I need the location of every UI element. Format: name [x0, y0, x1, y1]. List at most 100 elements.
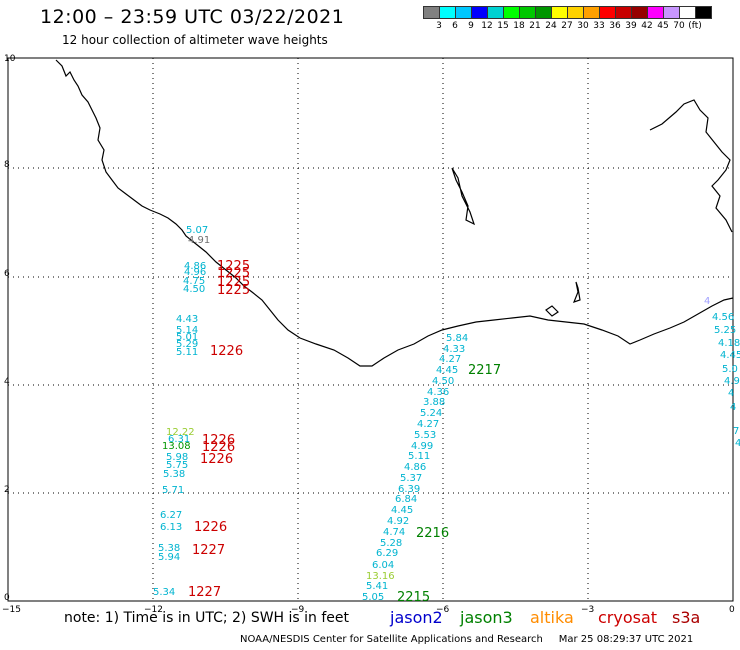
- wave-height-value: 5.37: [400, 473, 422, 484]
- wave-height-value: 4.33: [443, 344, 465, 355]
- x-tick-label: −15: [2, 605, 21, 615]
- wave-height-value: 4.74: [383, 527, 405, 538]
- x-tick-label: −6: [436, 605, 450, 615]
- wave-height-value: 4.50: [432, 376, 454, 387]
- wave-height-value: 6.29: [376, 548, 398, 559]
- wave-height-value: 5.05: [362, 592, 384, 603]
- map-grid: [8, 58, 733, 601]
- y-tick-label: 4: [4, 377, 10, 387]
- wave-height-value: 4.91: [188, 235, 210, 246]
- pass-time-label: 1227: [188, 585, 221, 600]
- wave-height-value: 4.27: [417, 419, 439, 430]
- wave-height-value: 4.45: [391, 505, 413, 516]
- small-island: [545, 305, 559, 317]
- wave-height-value: 4.45: [436, 365, 458, 376]
- color-scale-tick-label: 21: [529, 21, 541, 31]
- wave-height-value: 5.25: [714, 325, 736, 336]
- color-scale-tick-label: 39: [625, 21, 637, 31]
- color-swatch: [695, 6, 712, 19]
- wave-height-value: 5.71: [162, 485, 184, 496]
- wave-height-value: 4: [730, 402, 736, 413]
- footer-credit: NOAA/NESDIS Center for Satellite Applica…: [240, 634, 693, 645]
- wave-height-value: 4.99: [411, 441, 433, 452]
- mission-label-jason2: jason2: [390, 608, 443, 627]
- pass-time-label: 1226: [200, 452, 233, 467]
- wave-height-value: 4.43: [176, 314, 198, 325]
- wave-height-value: 6.39: [398, 484, 420, 495]
- wave-height-value: 4.92: [387, 516, 409, 527]
- mission-label-cryosat: cryosat: [598, 608, 658, 627]
- wave-height-value: 5.94: [158, 552, 180, 563]
- color-scale-tick-label: (ft): [688, 21, 702, 31]
- color-scale-tick-label: 3: [436, 21, 442, 31]
- wave-height-value: 5.75: [166, 460, 188, 471]
- wave-height-value: 5.41: [366, 581, 388, 592]
- wave-height-value: 4.45: [720, 350, 740, 361]
- wave-height-value: 4.96: [184, 267, 206, 278]
- color-scale-tick-label: 42: [641, 21, 653, 31]
- wave-height-value: 3.88: [423, 397, 445, 408]
- wave-height-value: 5.11: [408, 451, 430, 462]
- y-tick-label: 6: [4, 269, 10, 279]
- wave-height-value: 4.86: [184, 261, 206, 272]
- wave-height-value: 6.31: [168, 434, 190, 445]
- wave-height-value: 5.28: [380, 538, 402, 549]
- wave-height-value: 4: [735, 438, 740, 449]
- color-scale-tick-label: 36: [609, 21, 621, 31]
- wave-height-value: 4.9: [724, 376, 740, 387]
- color-scale-tick-label: 6: [452, 21, 458, 31]
- pass-time-label: 1226: [210, 344, 243, 359]
- x-tick-label: −12: [144, 605, 163, 615]
- color-scale-tick-label: 15: [497, 21, 509, 31]
- wave-height-value: 5.0: [722, 364, 738, 375]
- northern-coastline: [649, 99, 733, 233]
- wave-height-value: 5.84: [446, 333, 468, 344]
- wave-height-value: 5.24: [420, 408, 442, 419]
- color-scale-tick-label: 27: [561, 21, 573, 31]
- y-tick-label: 10: [4, 54, 16, 64]
- map-title: 12:00 – 23:59 UTC 03/22/2021: [40, 6, 345, 28]
- wave-height-value: 5.38: [163, 469, 185, 480]
- coastline: [55, 59, 734, 367]
- wave-height-value: 7: [733, 426, 739, 437]
- wave-height-value: 5.14: [176, 325, 198, 336]
- y-tick-label: 0: [4, 593, 10, 603]
- pass-time-label: 2217: [468, 363, 501, 378]
- color-scale-tick-label: 33: [593, 21, 605, 31]
- wave-height-value: 5.53: [414, 430, 436, 441]
- pass-time-label: 2215: [397, 590, 430, 605]
- pass-time-label: 1225: [217, 259, 250, 274]
- y-tick-label: 2: [4, 485, 10, 495]
- pass-time-label: 1227: [192, 543, 225, 558]
- mission-label-s3a: s3a: [672, 608, 701, 627]
- map-subtitle: 12 hour collection of altimeter wave hei…: [62, 33, 328, 47]
- x-tick-label: −9: [291, 605, 305, 615]
- wave-height-value: 5.98: [166, 452, 188, 463]
- pass-time-label: 1226: [194, 520, 227, 535]
- wave-height-value: 4.86: [404, 462, 426, 473]
- map-frame: [7, 57, 734, 602]
- wave-height-value: 4.27: [439, 354, 461, 365]
- river-inlet: [451, 167, 476, 226]
- x-tick-label: 0: [729, 605, 735, 615]
- units-note: note: 1) Time is in UTC; 2) SWH is in fe…: [64, 610, 350, 626]
- mission-label-jason3: jason3: [460, 608, 513, 627]
- color-scale-tick-label: 24: [545, 21, 557, 31]
- wave-height-value: 12.22: [166, 427, 195, 438]
- color-scale-tick-label: 30: [577, 21, 589, 31]
- wave-height-value: 4: [728, 388, 734, 399]
- color-scale-tick-label: 45: [657, 21, 669, 31]
- small-inlet: [572, 281, 581, 303]
- color-scale-tick-label: 18: [513, 21, 525, 31]
- wave-height-value: 4.50: [183, 284, 205, 295]
- pass-time-label: 2216: [416, 526, 449, 541]
- wave-height-value: 5.29: [176, 339, 198, 350]
- wave-height-value: 13.08: [162, 441, 191, 452]
- mission-label-altika: altika: [530, 608, 574, 627]
- wave-height-value: 6.04: [372, 560, 394, 571]
- wave-height-value: 6.27: [160, 510, 182, 521]
- wave-height-value: 5.11: [176, 347, 198, 358]
- color-scale-tick-label: 70: [673, 21, 685, 31]
- wave-height-value: 13.16: [366, 571, 395, 582]
